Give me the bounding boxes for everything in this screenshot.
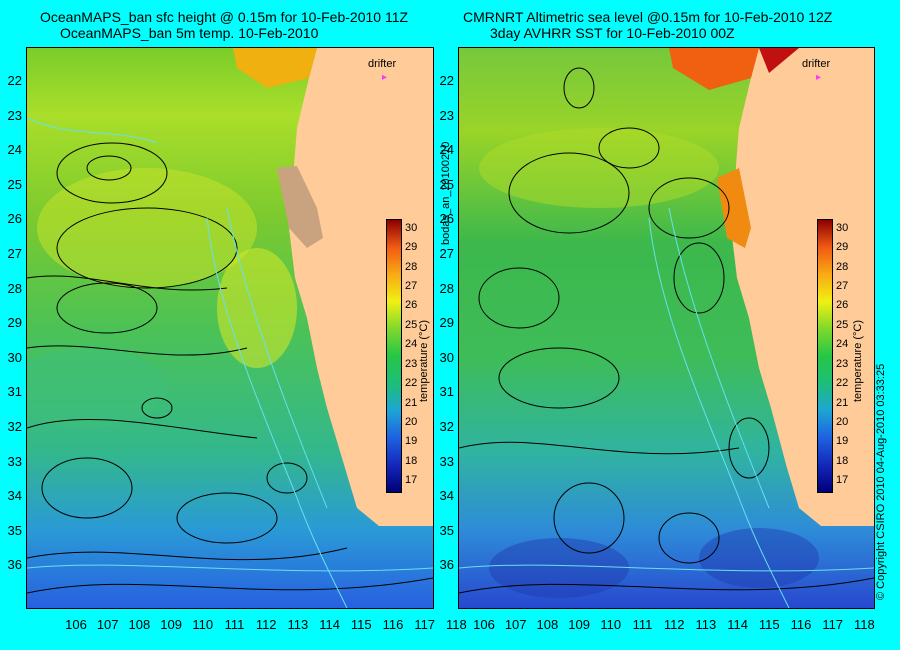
right-lat-tick-36: 36: [439, 557, 454, 573]
right-title-line2: 3day AVHRR SST for 10-Feb-2010 00Z: [490, 25, 735, 41]
right-colorbar-tick-17: 17: [836, 474, 849, 487]
right-lon-tick-106: 106: [473, 617, 495, 632]
left-lat-tick-33: 33: [7, 453, 22, 469]
right-lat-tick-29: 29: [439, 315, 454, 331]
left-lat-tick-27: 27: [7, 246, 22, 261]
left-lat-tick-32: 32: [7, 419, 22, 434]
left-colorbar-title: temperature (°C): [418, 319, 430, 402]
left-lat-tick-24: 24: [7, 142, 22, 158]
right-lon-tick-118: 118: [854, 617, 875, 632]
left-colorbar-tick-25: 25: [405, 318, 418, 331]
left-colorbar-tick-29: 29: [405, 241, 418, 254]
right-colorbar-tick-26: 26: [836, 299, 849, 312]
left-colorbar-tick-28: 28: [405, 260, 418, 273]
left-colorbar-tick-27: 27: [405, 280, 418, 292]
left-colorbar-tick-26: 26: [405, 299, 418, 312]
left-lon-tick-111: 111: [224, 617, 245, 632]
right-lon-tick-116: 116: [790, 617, 812, 632]
left-lat-tick-25: 25: [7, 176, 22, 192]
left-lat-tick-34: 34: [7, 488, 22, 504]
right-lat-tick-24: 24: [439, 142, 454, 158]
left-colorbar-gradient: [386, 219, 402, 493]
right-title-line1: CMRNRT Altimetric sea level @0.15m for 1…: [463, 9, 833, 25]
left-lon-tick-116: 116: [382, 617, 404, 632]
left-colorbar-tick-23: 23: [405, 357, 418, 370]
right-colorbar-tick-25: 25: [836, 318, 849, 331]
right-lon-tick-108: 108: [536, 617, 559, 632]
right-colorbar-tick-18: 18: [836, 454, 849, 467]
left-colorbar-tick-17: 17: [405, 474, 418, 487]
left-lon-tick-106: 106: [65, 617, 87, 632]
left-lon-tick-107: 107: [96, 617, 119, 632]
right-lat-tick-26: 26: [439, 211, 454, 227]
right-lat-tick-31: 31: [439, 384, 454, 400]
right-colorbar-tick-24: 24: [836, 338, 849, 351]
left-map: [26, 47, 434, 609]
left-lat-tick-35: 35: [7, 522, 22, 538]
left-colorbar-tick-20: 20: [405, 416, 418, 428]
left-lon-tick-108: 108: [128, 617, 151, 632]
right-colorbar-tick-27: 27: [836, 280, 849, 292]
left-lon-tick-110: 110: [192, 617, 214, 632]
right-lat-tick-28: 28: [439, 280, 454, 296]
left-lon-tick-112: 112: [255, 617, 277, 632]
right-colorbar-tick-19: 19: [836, 435, 849, 448]
right-lon-tick-113: 113: [695, 617, 717, 632]
right-lon-tick-112: 112: [663, 617, 685, 632]
right-lat-tick-32: 32: [439, 419, 454, 434]
right-colorbar-tick-23: 23: [836, 357, 849, 370]
right-colorbar-tick-29: 29: [836, 241, 849, 254]
left-colorbar-tick-24: 24: [405, 338, 418, 351]
left-lat-tick-36: 36: [7, 557, 22, 573]
right-lat-tick-27: 27: [439, 246, 454, 261]
right-colorbar-tick-21: 21: [836, 396, 849, 409]
right-lon-tick-110: 110: [600, 617, 622, 632]
right-drifter-label: drifter: [802, 58, 831, 70]
left-lon-tick-113: 113: [287, 617, 309, 632]
left-lat-tick-28: 28: [7, 280, 22, 296]
right-lat-tick-30: 30: [439, 349, 454, 365]
right-lon-tick-109: 109: [568, 617, 590, 632]
right-lon-tick-111: 111: [632, 617, 653, 632]
left-title-line2: OceanMAPS_ban 5m temp. 10-Feb-2010: [60, 25, 319, 41]
right-lat-tick-22: 22: [439, 73, 454, 88]
right-lat-tick-33: 33: [439, 453, 454, 469]
left-drifter-marker: ▸: [382, 72, 388, 83]
right-lat-tick-34: 34: [439, 488, 454, 504]
left-lon-tick-117: 117: [414, 617, 436, 632]
right-lon-tick-117: 117: [822, 617, 844, 632]
left-colorbar-tick-19: 19: [405, 435, 418, 448]
left-colorbar-tick-22: 22: [405, 377, 418, 390]
left-lon-tick-118: 118: [446, 617, 467, 632]
right-colorbar-gradient: [817, 219, 833, 493]
left-colorbar-tick-21: 21: [405, 396, 418, 409]
left-lat-tick-29: 29: [7, 315, 22, 331]
right-lon-tick-114: 114: [727, 617, 748, 632]
right-lat-tick-35: 35: [439, 522, 454, 538]
right-colorbar-tick-22: 22: [836, 377, 849, 390]
right-lat-tick-23: 23: [439, 107, 454, 123]
left-lon-tick-115: 115: [350, 617, 372, 632]
left-lat-tick-31: 31: [7, 384, 22, 400]
right-lat-tick-25: 25: [439, 176, 454, 192]
right-drifter-marker: ▸: [816, 72, 822, 83]
left-lon-tick-114: 114: [319, 617, 340, 632]
left-colorbar-tick-30: 30: [405, 221, 418, 234]
left-lat-tick-22: 22: [7, 73, 22, 88]
right-colorbar-tick-28: 28: [836, 260, 849, 273]
right-colorbar-tick-30: 30: [836, 221, 849, 234]
left-lat-tick-23: 23: [7, 107, 22, 123]
right-colorbar-tick-20: 20: [836, 416, 849, 428]
right-lon-tick-107: 107: [504, 617, 527, 632]
left-drifter-label: drifter: [368, 58, 397, 70]
left-colorbar-tick-18: 18: [405, 454, 418, 467]
right-lon-tick-115: 115: [758, 617, 780, 632]
left-title-line1: OceanMAPS_ban sfc height @ 0.15m for 10-…: [40, 9, 409, 25]
left-lat-tick-30: 30: [7, 349, 22, 365]
right-map: [458, 47, 875, 609]
copyright-label: © Copyright CSIRO 2010 04-Aug-2010 03:33…: [875, 363, 887, 600]
right-colorbar-title: temperature (°C): [852, 319, 864, 402]
left-lat-tick-26: 26: [7, 211, 22, 227]
left-lon-tick-109: 109: [160, 617, 182, 632]
